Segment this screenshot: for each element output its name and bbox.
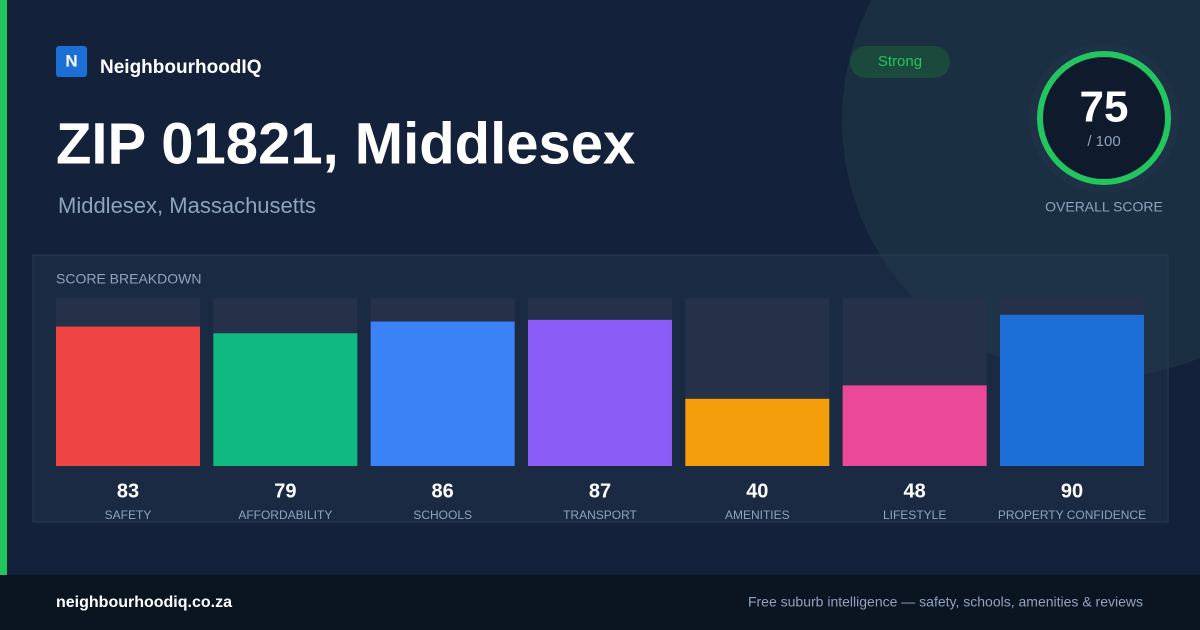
score-max: / 100 bbox=[1087, 133, 1120, 150]
category-label: PROPERTY CONFIDENCE bbox=[998, 508, 1146, 522]
chart-title: SCORE BREAKDOWN bbox=[56, 271, 201, 287]
category-label: SCHOOLS bbox=[413, 508, 472, 522]
subtitle: Middlesex, Massachusetts bbox=[58, 193, 316, 218]
footer bbox=[0, 575, 1200, 630]
category-label: LIFESTYLE bbox=[883, 508, 946, 522]
value-label: 83 bbox=[117, 480, 139, 502]
category-label: SAFETY bbox=[105, 508, 152, 522]
bar bbox=[999, 314, 1144, 466]
brand: NeighbourhoodIQ bbox=[100, 57, 261, 78]
badge-text: Strong bbox=[878, 53, 922, 70]
score-value: 75 bbox=[1080, 83, 1129, 132]
value-label: 40 bbox=[746, 480, 768, 502]
bar bbox=[370, 321, 515, 466]
bar bbox=[685, 398, 830, 466]
value-label: 86 bbox=[432, 480, 454, 502]
category-label: AMENITIES bbox=[725, 508, 790, 522]
value-label: 90 bbox=[1061, 480, 1083, 502]
value-label: 87 bbox=[589, 480, 611, 502]
logo-letter: N bbox=[65, 51, 77, 70]
score-label: OVERALL SCORE bbox=[1045, 199, 1163, 215]
bar bbox=[56, 326, 200, 466]
value-label: 79 bbox=[274, 480, 296, 502]
score-ring bbox=[1037, 51, 1171, 185]
footer-tagline: Free suburb intelligence — safety, schoo… bbox=[748, 594, 1143, 610]
logo bbox=[56, 46, 87, 77]
bar bbox=[842, 385, 987, 466]
category-label: AFFORDABILITY bbox=[238, 508, 332, 522]
accent-stripe bbox=[0, 0, 7, 575]
bar bbox=[213, 333, 358, 466]
bar bbox=[527, 319, 672, 466]
value-label: 48 bbox=[904, 480, 926, 502]
badge bbox=[850, 46, 950, 78]
category-label: TRANSPORT bbox=[563, 508, 637, 522]
title: ZIP 01821, Middlesex bbox=[56, 111, 635, 176]
footer-url: neighbourhoodiq.co.za bbox=[56, 594, 232, 611]
